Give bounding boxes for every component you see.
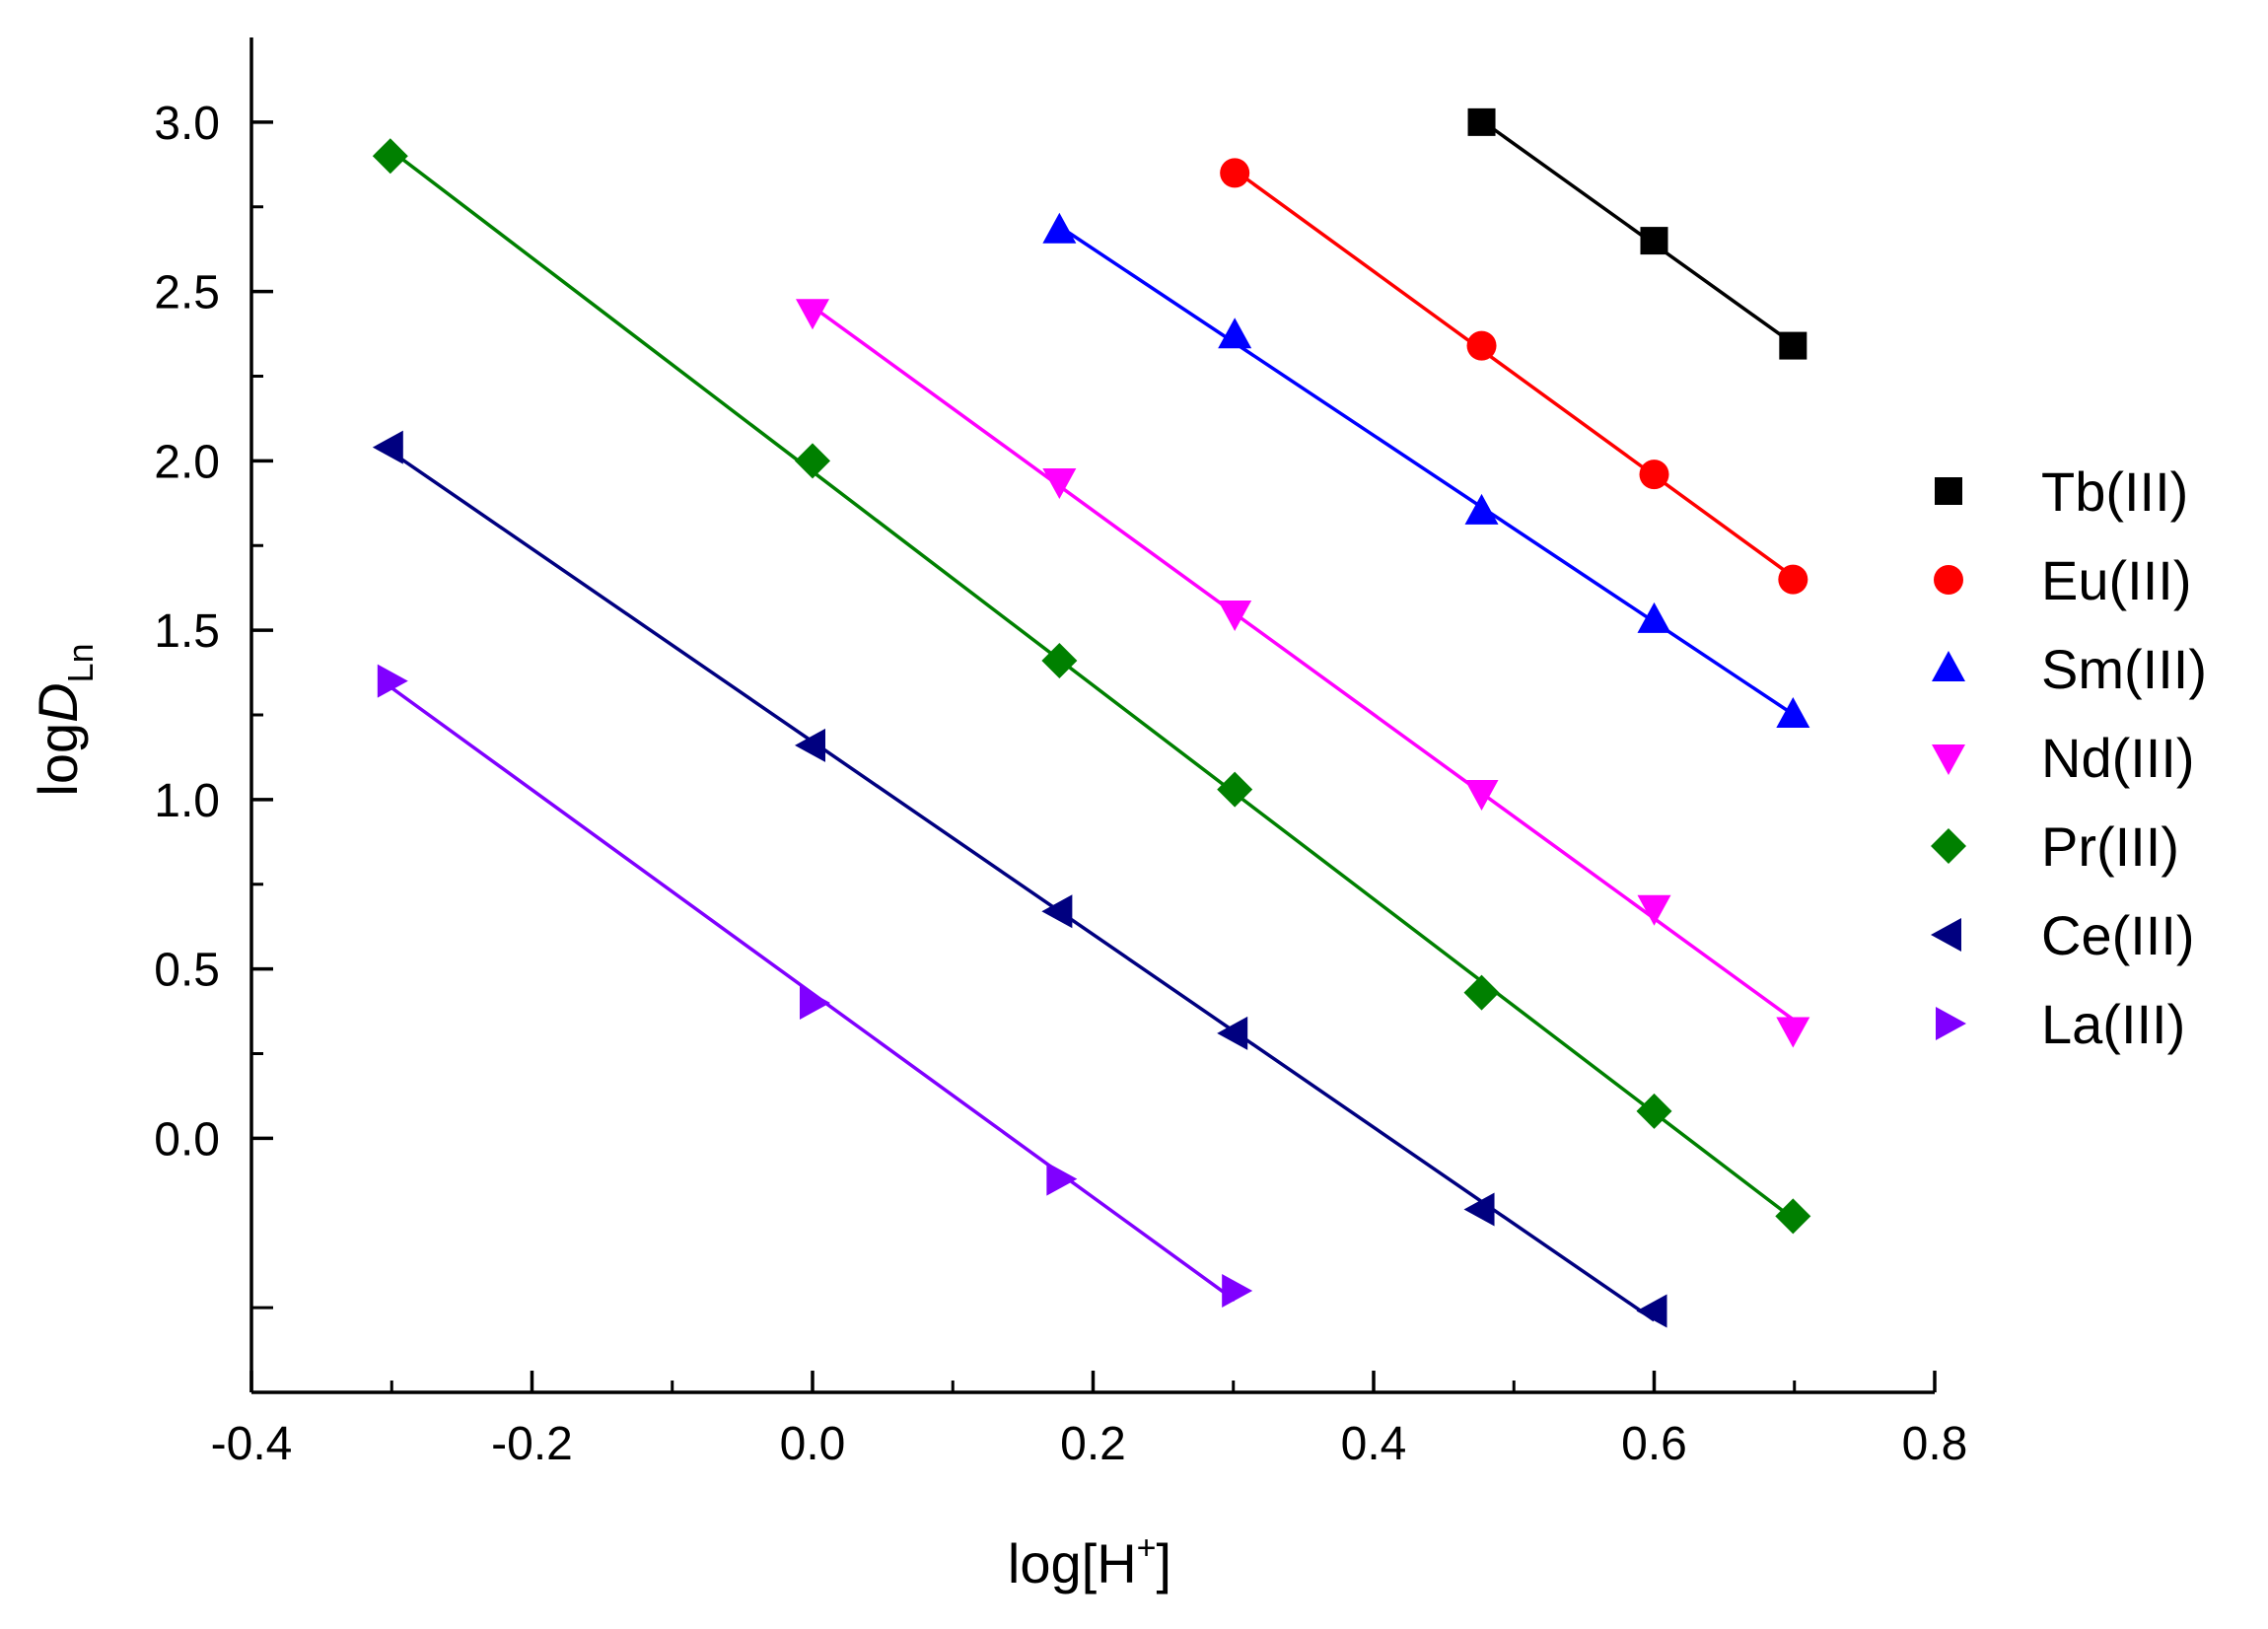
x-tick-label: 0.4 — [1341, 1418, 1407, 1470]
y-tick-label: 0.5 — [154, 945, 220, 997]
data-point-nd-iii — [1042, 467, 1077, 499]
axes: -0.4 -0.2 0.0 0.2 0.4 0.6 0.8 0.0 0.5 1.0 1.5 2.0 2.… — [154, 37, 1967, 1470]
legend: Tb(III) Eu(III) Sm(III) Nd(III) Pr(III) Ce(II… — [1931, 460, 2207, 1055]
fit-line-eu-iii — [1234, 169, 1795, 579]
data-point-eu-iii — [1220, 158, 1250, 188]
data-point-la-iii — [800, 985, 830, 1020]
data-point-eu-iii — [1639, 460, 1669, 490]
data-point-tb-iii — [1779, 331, 1807, 360]
data-point-sm-iii — [1042, 212, 1077, 244]
data-point-nd-iii — [1776, 1017, 1810, 1048]
data-point-pr-iii — [1041, 643, 1078, 679]
y-tick-label: 1.5 — [154, 605, 220, 658]
data-point-pr-iii — [1217, 771, 1253, 808]
legend-item-la-iii: La(III) — [1936, 993, 2185, 1055]
series-la-iii — [377, 664, 1253, 1308]
legend-item-eu-iii: Eu(III) — [1934, 549, 2191, 611]
legend-label-pr-iii: Pr(III) — [2041, 815, 2179, 878]
data-point-eu-iii — [1466, 330, 1497, 361]
data-point-tb-iii — [1640, 227, 1668, 255]
y-axis-title: logDLn — [27, 643, 101, 796]
data-point-sm-iii — [1464, 493, 1499, 525]
data-point-nd-iii — [796, 299, 829, 330]
legend-marker-nd-iii — [1932, 744, 1965, 775]
x-axis-title: log[H+] — [1008, 1529, 1171, 1594]
data-point-sm-iii — [1776, 697, 1810, 728]
legend-marker-sm-iii — [1932, 651, 1965, 681]
legend-item-tb-iii: Tb(III) — [1935, 460, 2188, 523]
fit-line-pr-iii — [389, 148, 1795, 1221]
data-point-nd-iii — [1218, 600, 1252, 631]
series-sm-iii — [1042, 212, 1810, 728]
fit-line-sm-iii — [1058, 225, 1795, 716]
legend-label-ce-iii: Ce(III) — [2041, 904, 2195, 966]
legend-label-eu-iii: Eu(III) — [2041, 549, 2191, 611]
legend-item-sm-iii: Sm(III) — [1932, 638, 2207, 700]
data-point-nd-iii — [1637, 894, 1671, 926]
data-point-ce-iii — [372, 430, 403, 464]
data-point-ce-iii — [1041, 894, 1073, 929]
series-pr-iii — [372, 138, 1811, 1235]
data-point-sm-iii — [1637, 602, 1671, 633]
data-point-ce-iii — [1217, 1016, 1248, 1050]
data-point-sm-iii — [1218, 318, 1252, 349]
data-point-tb-iii — [1467, 107, 1496, 136]
y-tick-label: 2.0 — [154, 436, 220, 488]
legend-item-pr-iii: Pr(III) — [1931, 815, 2179, 878]
x-tick-label: -0.2 — [491, 1418, 573, 1470]
data-point-eu-iii — [1778, 564, 1808, 595]
legend-marker-la-iii — [1936, 1007, 1966, 1040]
y-tick-label: 3.0 — [154, 98, 220, 150]
fit-line-tb-iii — [1480, 118, 1795, 346]
series-ce-iii — [372, 430, 1667, 1328]
data-point-pr-iii — [1463, 974, 1500, 1011]
legend-label-la-iii: La(III) — [2041, 993, 2185, 1055]
series-tb-iii — [1467, 107, 1807, 360]
data-point-ce-iii — [795, 728, 825, 762]
x-tick-label: 0.0 — [780, 1418, 846, 1470]
y-tick-label: 0.0 — [154, 1113, 220, 1166]
legend-item-ce-iii: Ce(III) — [1931, 904, 2195, 966]
legend-marker-eu-iii — [1934, 565, 1963, 595]
x-tick-label: 0.2 — [1060, 1418, 1126, 1470]
x-tick-label: 0.8 — [1902, 1418, 1968, 1470]
legend-marker-pr-iii — [1931, 828, 1966, 864]
fit-line-nd-iii — [811, 305, 1795, 1022]
data-point-la-iii — [1046, 1162, 1078, 1196]
data-point-pr-iii — [1775, 1198, 1811, 1235]
data-point-la-iii — [377, 664, 408, 698]
data-point-la-iii — [1222, 1273, 1253, 1308]
fit-line-ce-iii — [389, 450, 1656, 1322]
y-tick-label: 1.0 — [154, 775, 220, 827]
x-tick-label: 0.6 — [1621, 1418, 1687, 1470]
legend-label-tb-iii: Tb(III) — [2041, 460, 2188, 523]
data-point-pr-iii — [795, 443, 830, 479]
legend-item-nd-iii: Nd(III) — [1932, 727, 2195, 789]
data-point-pr-iii — [1636, 1093, 1672, 1129]
legend-label-sm-iii: Sm(III) — [2041, 638, 2207, 700]
plot-marks — [372, 107, 1811, 1328]
y-tick-label: 2.5 — [154, 267, 220, 319]
legend-marker-tb-iii — [1935, 477, 1962, 505]
legend-label-nd-iii: Nd(III) — [2041, 727, 2195, 789]
legend-marker-ce-iii — [1931, 918, 1961, 952]
x-tick-label: -0.4 — [211, 1418, 293, 1470]
data-point-pr-iii — [372, 138, 408, 175]
data-point-ce-iii — [1636, 1294, 1667, 1328]
series-eu-iii — [1220, 158, 1808, 595]
data-point-nd-iii — [1464, 780, 1499, 812]
data-point-ce-iii — [1463, 1192, 1495, 1227]
series-nd-iii — [796, 299, 1810, 1048]
